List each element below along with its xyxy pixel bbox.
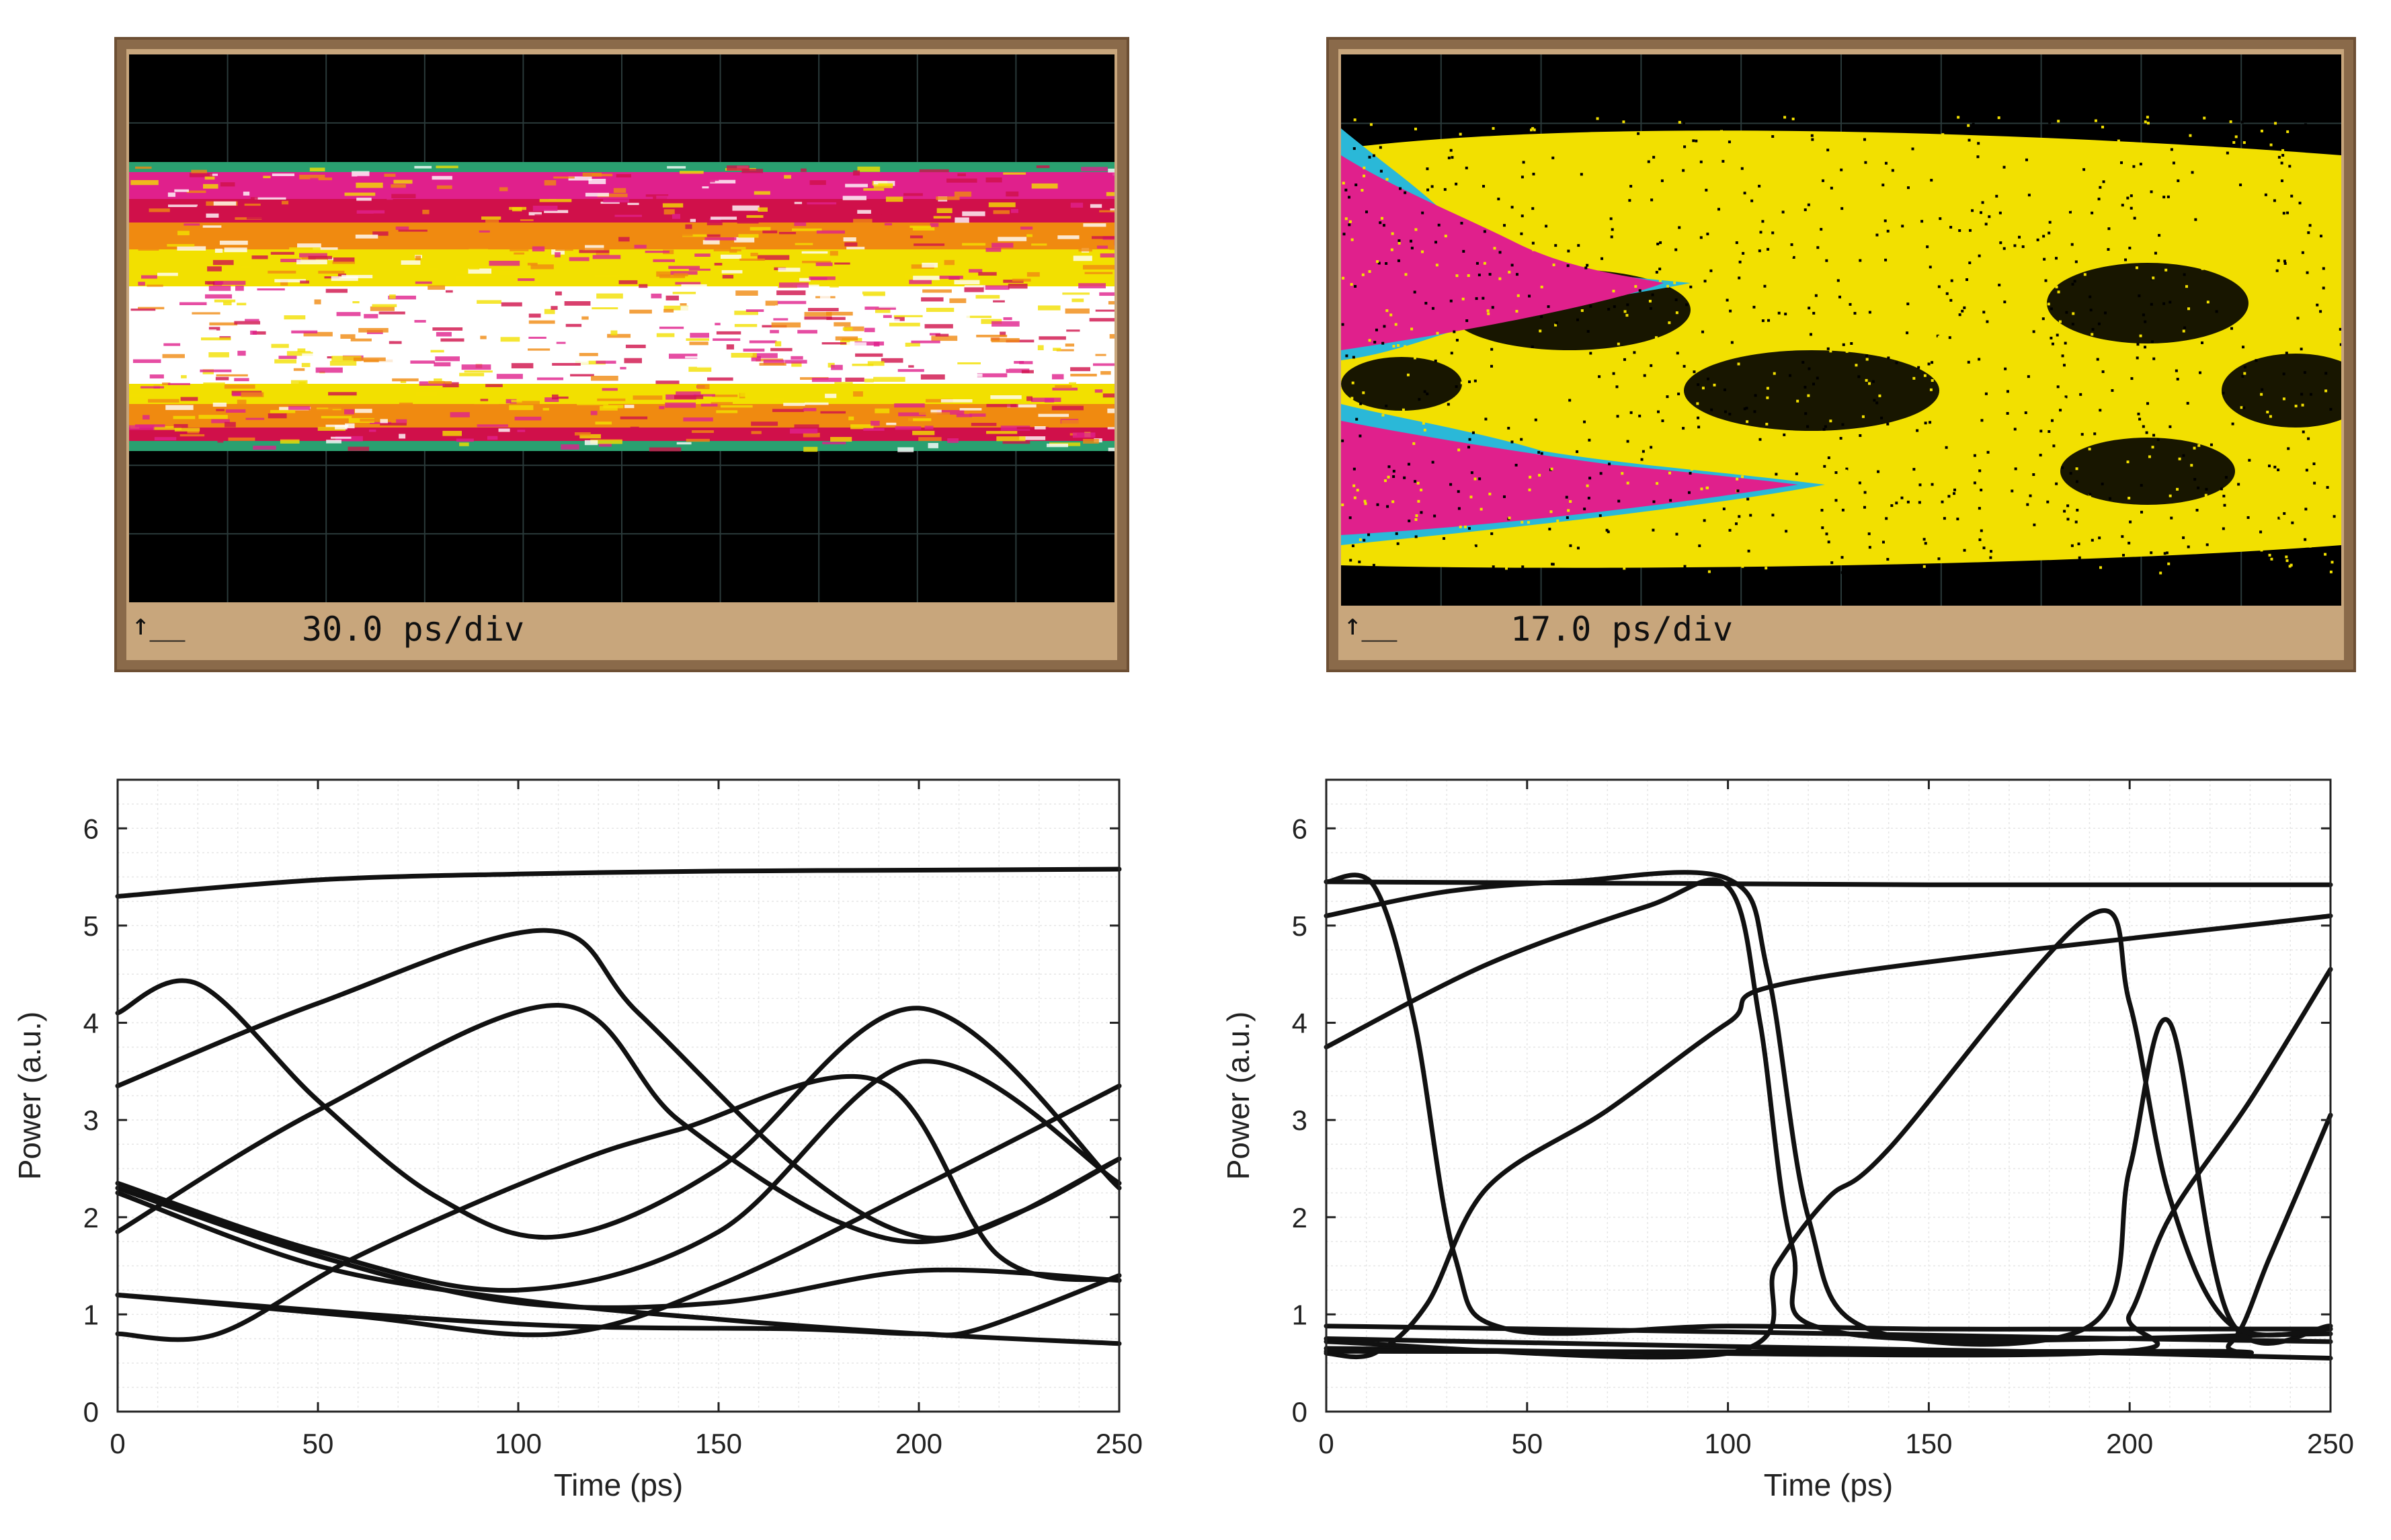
series-line-trace-1 [1324, 879, 2333, 887]
x-tick-label: 0 [1318, 1428, 1334, 1459]
scope-screen-right [1341, 54, 2341, 606]
y-axis-label: Power (a.u.) [12, 1012, 47, 1180]
series-line-trace-3 [1324, 870, 2333, 1347]
y-tick-label: 5 [1292, 910, 1307, 942]
y-tick-label: 5 [83, 910, 99, 942]
series-lines [115, 866, 1122, 1346]
scope-panel-right: ↑__ 17.0 ps/div [1326, 37, 2356, 672]
series-line-trace-10 [1324, 1112, 2333, 1356]
scope-eye-right [1341, 54, 2341, 606]
series-line-trace-10 [115, 1185, 1122, 1310]
x-axis-label: Time (ps) [1764, 1467, 1894, 1502]
y-tick-label: 6 [83, 813, 99, 844]
line-chart-left: 0 50 100 150 200 250 0 1 2 3 4 5 6 Time (ps) Power (a.… [12, 778, 1143, 1502]
y-tick-label: 2 [83, 1202, 99, 1233]
x-tick-label: 250 [1096, 1428, 1143, 1459]
series-line-trace-2 [115, 928, 1122, 1241]
x-axis-label: Time (ps) [554, 1467, 684, 1502]
y-tick-label: 0 [83, 1396, 99, 1428]
grid-lines [117, 779, 1120, 1412]
series-line-trace-4 [115, 1002, 1122, 1244]
series-line-trace-4 [1324, 877, 2333, 1343]
scope-eye-left [129, 54, 1115, 602]
x-tick-label: 250 [2307, 1428, 2354, 1459]
scope-scatter [1341, 128, 2341, 568]
x-tick-label: 200 [895, 1428, 942, 1459]
scope-screen-left [129, 54, 1115, 602]
series-line-trace-5 [1324, 914, 2333, 1360]
series-line-trace-8 [1324, 1324, 2333, 1344]
x-tick-label: 150 [695, 1428, 742, 1459]
y-axis-label: Power (a.u.) [1221, 1012, 1256, 1180]
series-line-trace-9 [1324, 1336, 2333, 1361]
plot-frame [1325, 778, 2332, 1413]
scope-noise [129, 165, 1115, 452]
y-tick-label: 6 [1292, 813, 1307, 844]
y-tick-label: 2 [1292, 1202, 1307, 1233]
y-tick-label: 4 [83, 1008, 99, 1039]
series-line-trace-7 [115, 1073, 1122, 1342]
scope-panel-left: ↑__ 30.0 ps/div [114, 37, 1129, 672]
trigger-arrow-icon: ↑__ [132, 608, 186, 642]
y-tick-label: 3 [1292, 1104, 1307, 1136]
y-tick-label: 0 [1292, 1396, 1307, 1428]
series-line-trace-2 [1324, 873, 2333, 1336]
x-tick-label: 150 [1905, 1428, 1952, 1459]
y-tick-label: 4 [1292, 1008, 1307, 1039]
trigger-arrow-icon: ↑__ [1344, 608, 1397, 642]
y-tick-label: 1 [1292, 1299, 1307, 1330]
scope-timebase-label: 30.0 ps/div [302, 610, 525, 649]
x-tick-label: 50 [1511, 1428, 1543, 1459]
scope-timebase-label: 17.0 ps/div [1510, 610, 1734, 649]
series-line-trace-3 [115, 978, 1122, 1240]
series-line-trace-1 [115, 866, 1122, 899]
y-tick-label: 3 [83, 1104, 99, 1136]
x-tick-label: 0 [110, 1428, 125, 1459]
x-tick-label: 100 [1705, 1428, 1752, 1459]
x-tick-label: 200 [2106, 1428, 2153, 1459]
series-lines [1324, 870, 2333, 1361]
series-line-trace-7 [1324, 967, 2333, 1358]
plot-right: 0 50 100 150 200 250 0 1 2 3 4 5 6 Time (ps) Power (a.… [1207, 760, 2391, 1526]
y-tick-label: 1 [83, 1299, 99, 1330]
plot-left: 0 50 100 150 200 250 0 1 2 3 4 5 6 Time (ps) Power (a.… [0, 760, 1183, 1526]
series-line-trace-9 [115, 1273, 1122, 1338]
plot-frame [116, 778, 1121, 1413]
series-line-trace-5 [115, 1059, 1122, 1293]
line-chart-right: 0 50 100 150 200 250 0 1 2 3 4 5 6 Time (ps) Power (a.… [1221, 778, 2354, 1502]
x-tick-label: 100 [495, 1428, 542, 1459]
scope-scatter-noise [1341, 116, 2341, 575]
x-tick-label: 50 [302, 1428, 334, 1459]
